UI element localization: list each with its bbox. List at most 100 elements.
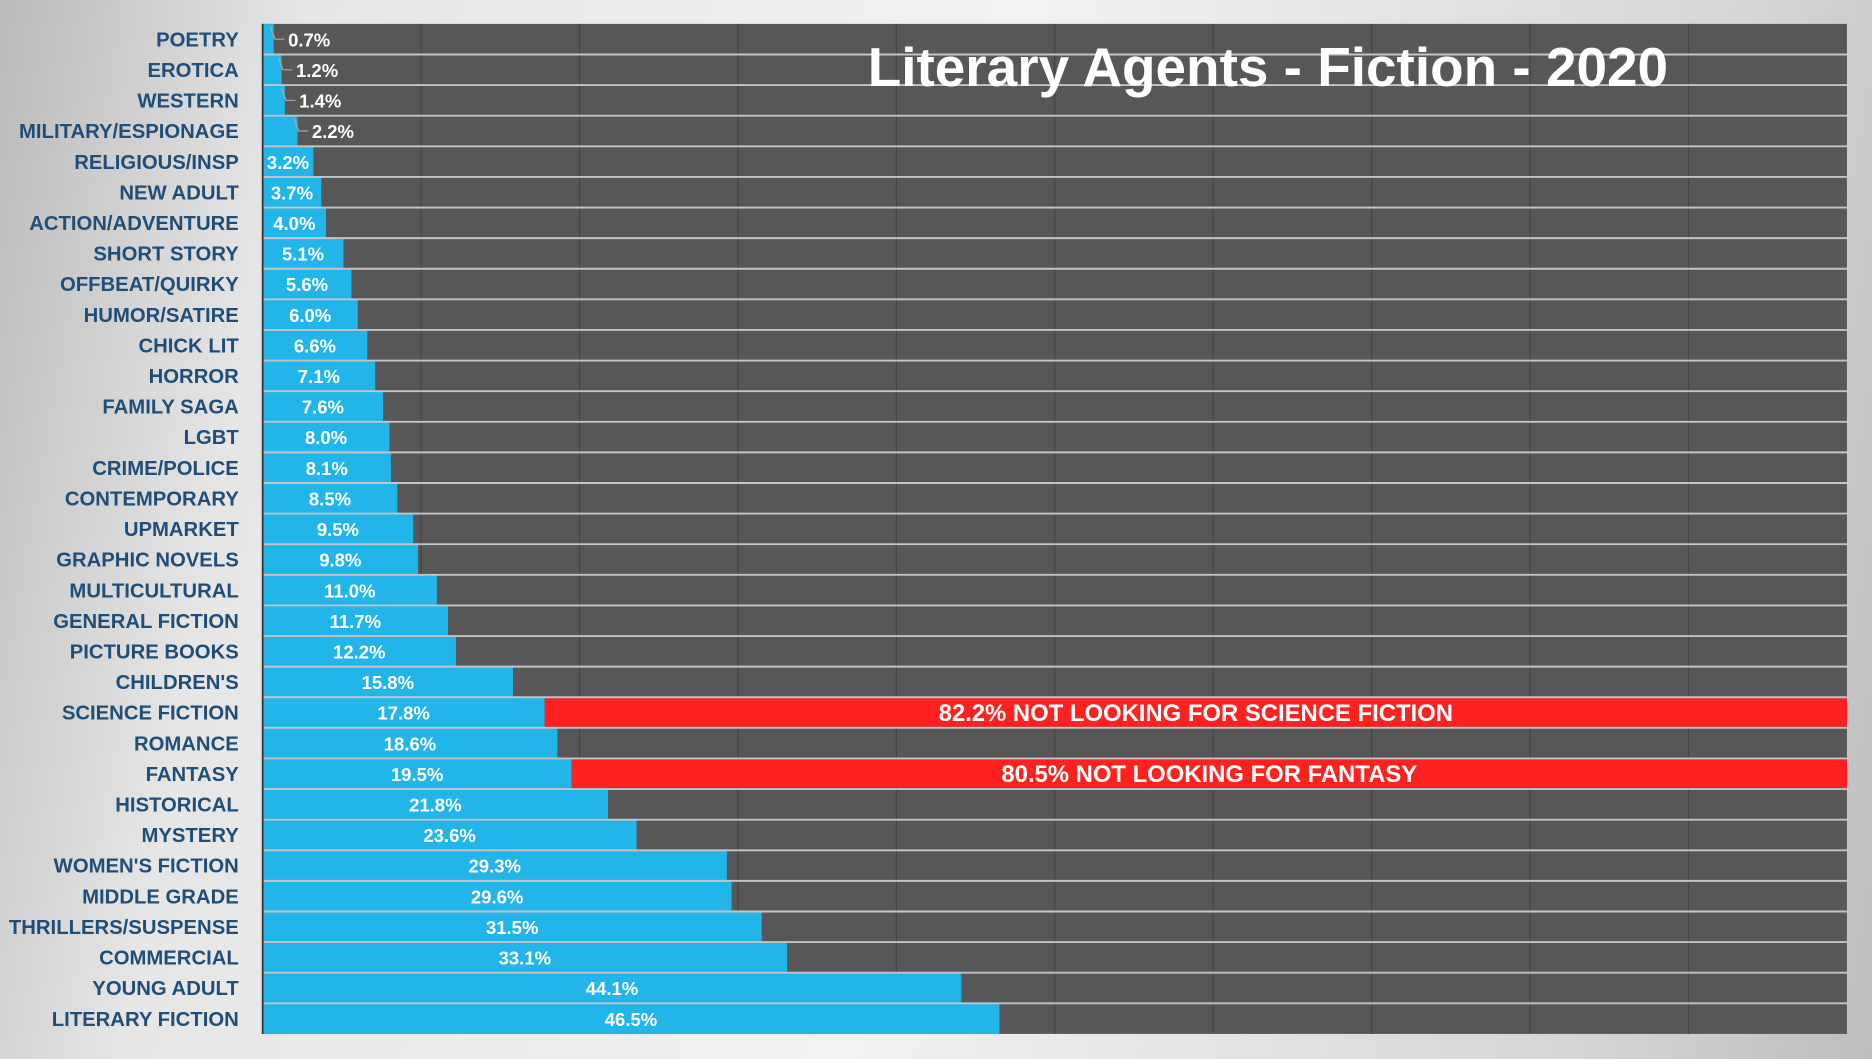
category-label: MYSTERY: [141, 825, 239, 847]
annotation-label: 80.5% NOT LOOKING FOR FANTASY: [1001, 761, 1417, 788]
bar: [262, 452, 391, 483]
category-label: WESTERN: [137, 91, 238, 113]
bar: [262, 360, 376, 392]
bar: [262, 972, 962, 1004]
category-label: GENERAL FICTION: [53, 611, 239, 633]
data-label: 1.4%: [299, 91, 341, 112]
data-label: 29.6%: [471, 886, 523, 907]
bar: [262, 819, 637, 851]
data-label: 4.0%: [273, 213, 315, 234]
data-label: 5.6%: [286, 274, 328, 295]
bar: [262, 207, 327, 239]
data-label: 0.7%: [288, 29, 330, 50]
category-label: SCIENCE FICTION: [62, 703, 239, 725]
data-label: 19.5%: [391, 764, 443, 785]
bar: [262, 85, 285, 116]
highlight-bar: [544, 698, 1847, 727]
bar: [262, 329, 368, 361]
data-label: 1.2%: [296, 60, 338, 81]
category-label: YOUNG ADULT: [92, 978, 239, 1000]
category-label: COMMERCIAL: [99, 948, 239, 970]
data-label: 8.5%: [309, 488, 351, 509]
data-label: 6.0%: [289, 305, 331, 326]
bar: [262, 850, 727, 881]
bar: [262, 605, 449, 637]
category-label: RELIGIOUS/INSP: [74, 152, 239, 174]
data-label: 9.5%: [317, 519, 359, 540]
category-label: UPMARKET: [124, 519, 240, 541]
data-label: 6.6%: [294, 335, 336, 356]
bar: [262, 299, 358, 330]
annotation-label: 82.2% NOT LOOKING FOR SCIENCE FICTION: [939, 700, 1453, 727]
category-label: CHILDREN'S: [116, 672, 239, 694]
data-label: 11.7%: [330, 611, 381, 632]
category-label: HORROR: [149, 366, 239, 388]
category-label: NEW ADULT: [119, 182, 239, 204]
bar: [262, 666, 513, 698]
category-label: OFFBEAT/QUIRKY: [60, 274, 239, 296]
data-label: 17.8%: [377, 703, 429, 724]
data-label: 31.5%: [486, 917, 538, 938]
bar: [262, 268, 352, 300]
bar: [262, 238, 344, 269]
data-label: 5.1%: [282, 244, 324, 265]
category-label: LITERARY FICTION: [52, 1009, 239, 1031]
data-label: 7.6%: [302, 397, 344, 418]
bar: [262, 574, 437, 606]
data-label: 44.1%: [586, 978, 638, 999]
category-label: MIDDLE GRADE: [82, 886, 239, 908]
category-label: CONTEMPORARY: [65, 488, 239, 510]
data-label: 7.1%: [298, 366, 340, 387]
bar: [262, 758, 572, 790]
bar: [262, 636, 456, 667]
category-label: PICTURE BOOKS: [70, 641, 239, 663]
bar: [262, 727, 558, 759]
bar: [262, 544, 418, 575]
bar: [262, 1003, 1000, 1034]
category-label: MULTICULTURAL: [69, 580, 238, 602]
category-label: GRAPHIC NOVELS: [56, 550, 239, 572]
bar: [262, 421, 390, 453]
chart-title: Literary Agents - Fiction - 2020: [868, 36, 1668, 98]
leader-line: [277, 56, 293, 71]
category-label: CRIME/POLICE: [92, 458, 239, 480]
category-label: MILITARY/ESPIONAGE: [19, 121, 239, 143]
data-label: 3.2%: [267, 152, 309, 173]
data-label: 23.6%: [423, 825, 475, 846]
leader-line: [293, 117, 309, 132]
data-label: 8.0%: [305, 427, 347, 448]
leader-line: [269, 26, 285, 40]
data-label: 2.2%: [312, 121, 354, 142]
category-label: FAMILY SAGA: [102, 397, 239, 419]
bar: [262, 942, 788, 973]
data-label: 18.6%: [384, 733, 436, 754]
category-label: POETRY: [156, 29, 239, 51]
data-label: 3.7%: [271, 182, 313, 203]
data-label: 12.2%: [333, 641, 385, 662]
data-label: 9.8%: [319, 550, 361, 571]
category-label: HISTORICAL: [115, 795, 239, 817]
category-label: CHICK LIT: [138, 335, 239, 357]
bar: [262, 482, 398, 514]
bar: [262, 115, 298, 147]
category-label: FANTASY: [146, 764, 240, 786]
category-label: HUMOR/SATIRE: [84, 305, 239, 327]
category-label: WOMEN'S FICTION: [54, 856, 239, 878]
data-label: 8.1%: [306, 458, 348, 479]
category-label: ACTION/ADVENTURE: [29, 213, 239, 235]
bar: [262, 54, 282, 86]
data-label: 15.8%: [362, 672, 414, 693]
bar: [262, 513, 414, 545]
data-label: 29.3%: [469, 856, 521, 877]
category-label: THRILLERS/SUSPENSE: [9, 917, 239, 939]
category-label: LGBT: [184, 427, 240, 449]
category-label: SHORT STORY: [93, 244, 239, 266]
category-label: ROMANCE: [134, 733, 239, 755]
bar: [262, 391, 384, 422]
bar: [262, 23, 274, 55]
data-label: 33.1%: [499, 948, 551, 969]
data-label: 46.5%: [605, 1009, 657, 1030]
bar: [262, 697, 545, 728]
data-label: 21.8%: [409, 795, 461, 816]
